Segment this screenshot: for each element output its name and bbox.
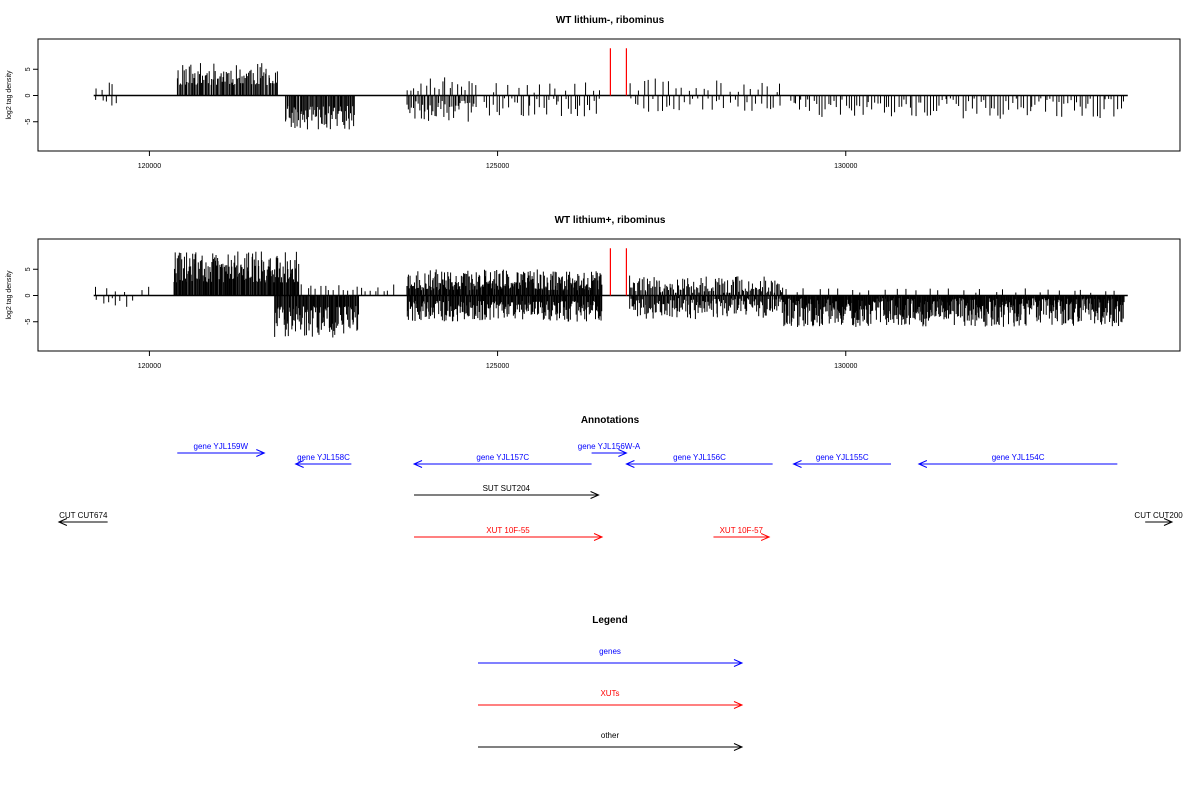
annotation-label: SUT SUT204 bbox=[483, 484, 531, 493]
panel-lithium-plus: WT lithium+, ribominus log2 tag density … bbox=[6, 215, 1181, 370]
annotation-arrow: gene YJL157C bbox=[412, 453, 592, 468]
annotation-arrow: gene YJL156C bbox=[625, 453, 773, 468]
y-axis-label: log2 tag density bbox=[6, 70, 13, 120]
annotation-arrow: gene YJL158C bbox=[294, 453, 352, 468]
arrow-head bbox=[590, 491, 600, 499]
annotation-arrow: gene YJL159W bbox=[177, 442, 266, 457]
annotation-arrow: gene YJL156W-A bbox=[578, 442, 641, 457]
arrow-head bbox=[1163, 518, 1174, 526]
annotation-label: gene YJL158C bbox=[297, 453, 350, 462]
legend-label: genes bbox=[599, 647, 621, 656]
annotation-label: CUT CUT674 bbox=[59, 511, 108, 520]
legend-label: XUTs bbox=[600, 689, 619, 698]
arrow-head bbox=[256, 449, 266, 457]
arrow-head bbox=[733, 659, 744, 667]
x-tick-label: 125000 bbox=[486, 163, 509, 170]
arrow-head bbox=[294, 460, 304, 468]
x-tick-label: 120000 bbox=[138, 363, 161, 370]
annotations-title: Annotations bbox=[581, 415, 640, 426]
y-tick-label: -5 bbox=[25, 319, 32, 325]
annotation-arrow: CUT CUT674 bbox=[57, 511, 108, 526]
annotation-label: CUT CUT200 bbox=[1134, 511, 1183, 520]
y-tick-label: 5 bbox=[25, 267, 32, 271]
annotation-label: gene YJL159W bbox=[194, 442, 249, 451]
y-tick-label: -5 bbox=[25, 119, 32, 125]
legend-items: genes XUTs other bbox=[478, 647, 744, 751]
arrow-head bbox=[733, 743, 744, 751]
annotation-label: gene YJL157C bbox=[476, 453, 529, 462]
annotation-arrows: gene YJL159W gene YJL158C gene YJL157C gene… bbox=[57, 442, 1183, 541]
panel-lithium-minus: WT lithium-, ribominus log2 tag density … bbox=[6, 15, 1181, 170]
annotation-arrow: CUT CUT200 bbox=[1134, 511, 1183, 526]
annotation-label: gene YJL155C bbox=[816, 453, 869, 462]
arrow-head bbox=[412, 460, 423, 468]
legend: Legend genes XUTs other bbox=[478, 615, 744, 751]
annotation-arrow: XUT 10F-57 bbox=[713, 526, 771, 541]
annotation-arrow: XUT 10F-55 bbox=[414, 526, 604, 541]
legend-item: other bbox=[478, 731, 744, 751]
legend-title: Legend bbox=[592, 615, 628, 626]
arrow-head bbox=[625, 460, 635, 468]
spike-marks bbox=[609, 248, 628, 296]
annotation-arrow: gene YJL155C bbox=[792, 453, 892, 468]
x-tick-label: 125000 bbox=[486, 363, 509, 370]
annotation-label: gene YJL156W-A bbox=[578, 442, 641, 451]
legend-item: XUTs bbox=[478, 689, 744, 709]
legend-item: genes bbox=[478, 647, 744, 667]
arrow-head bbox=[733, 701, 744, 709]
arrow-head bbox=[618, 449, 628, 457]
y-axis-label: log2 tag density bbox=[6, 270, 13, 320]
annotation-arrow: gene YJL154C bbox=[917, 453, 1118, 468]
x-tick-label: 120000 bbox=[138, 163, 161, 170]
bar-marks bbox=[94, 251, 1125, 338]
x-tick-label: 130000 bbox=[834, 163, 857, 170]
bar-marks bbox=[95, 63, 1124, 130]
arrow-head bbox=[57, 518, 68, 526]
axis-ticks: 120000 125000 130000 5 0 -5 bbox=[25, 67, 858, 170]
panel-title: WT lithium+, ribominus bbox=[555, 215, 666, 226]
arrow-head bbox=[760, 533, 771, 541]
annotation-label: gene YJL156C bbox=[673, 453, 726, 462]
x-tick-label: 130000 bbox=[834, 363, 857, 370]
annotation-label: gene YJL154C bbox=[992, 453, 1045, 462]
annotation-label: XUT 10F-55 bbox=[486, 526, 530, 535]
annotation-label: XUT 10F-57 bbox=[720, 526, 764, 535]
spike-marks bbox=[609, 48, 628, 96]
annotation-arrow: SUT SUT204 bbox=[414, 484, 600, 499]
y-tick-label: 0 bbox=[25, 293, 32, 297]
axis-ticks: 120000 125000 130000 5 0 -5 bbox=[25, 267, 858, 370]
y-tick-label: 5 bbox=[25, 67, 32, 71]
legend-label: other bbox=[601, 731, 620, 740]
panel-title: WT lithium-, ribominus bbox=[556, 15, 665, 26]
arrow-head bbox=[792, 460, 802, 468]
arrow-head bbox=[593, 533, 604, 541]
y-tick-label: 0 bbox=[25, 93, 32, 97]
arrow-head bbox=[917, 460, 928, 468]
